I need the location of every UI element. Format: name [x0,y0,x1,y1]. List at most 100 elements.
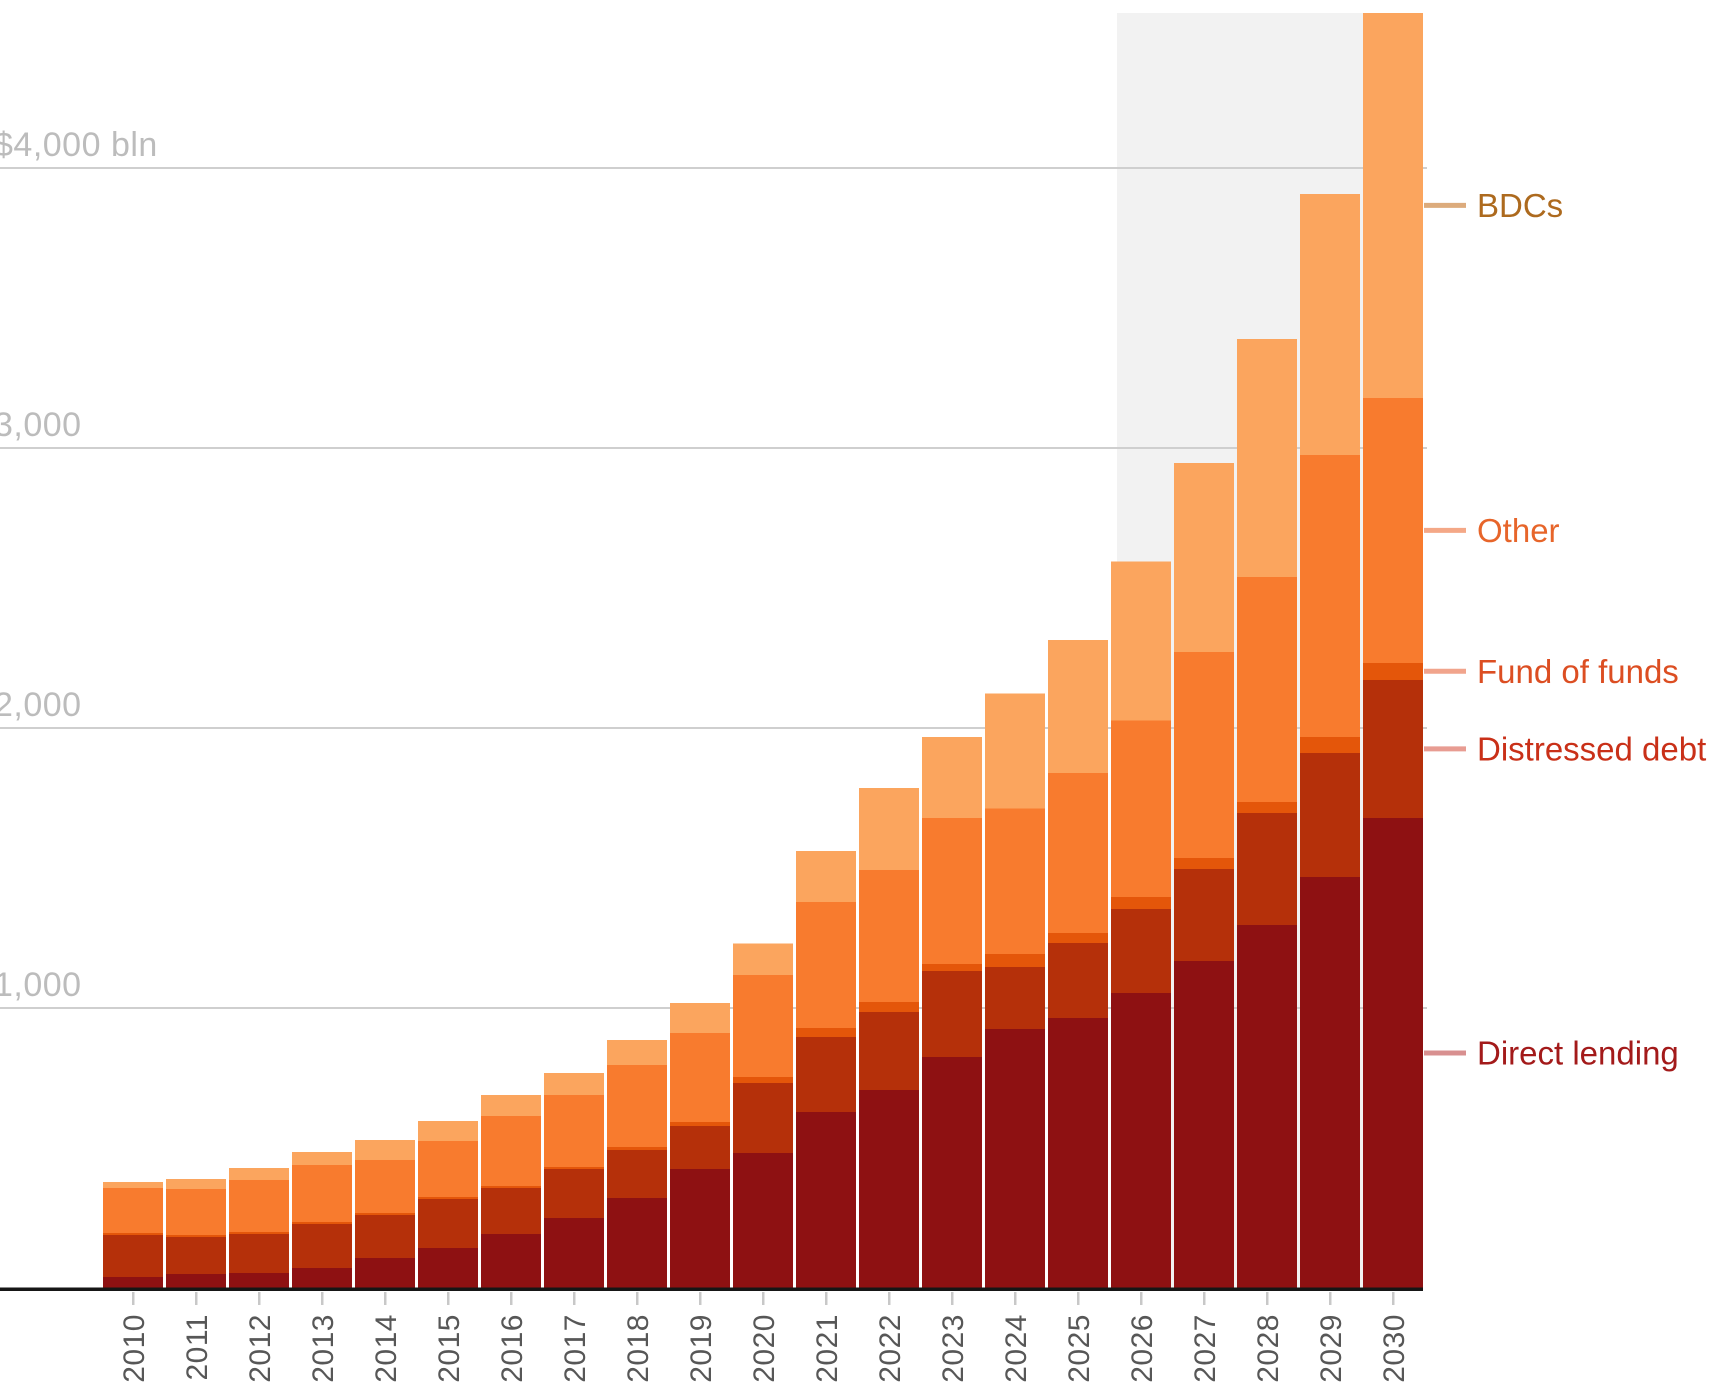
legend-label-fund-of-funds: Fund of funds [1477,653,1679,690]
bar-segment-2024-distressed-debt [985,967,1045,1029]
bar-segment-2019-distressed-debt [670,1125,730,1169]
bar-segment-2025-bdcs [1048,640,1108,774]
bar-segment-2014-direct-lending [355,1258,415,1288]
x-axis-label-2029: 2029 [1315,1314,1348,1383]
bar-segment-2024-fund-of-funds [985,954,1045,968]
bar-segment-2018-other [607,1065,667,1148]
bar-segment-2026-bdcs [1111,561,1171,721]
bar-segment-2014-distressed-debt [355,1214,415,1259]
x-axis-label-2023: 2023 [937,1314,970,1383]
bar-segment-2029-direct-lending [1300,876,1360,1288]
bar-segment-2012-distressed-debt [229,1233,289,1273]
bar-segment-2015-direct-lending [418,1247,478,1288]
bar-segment-2018-distressed-debt [607,1150,667,1199]
bar-segment-2027-direct-lending [1174,960,1234,1288]
bar-segment-2012-other [229,1179,289,1232]
bar-segment-2018-bdcs [607,1040,667,1066]
bar-segment-2010-other [103,1188,163,1234]
bar-segment-2030-bdcs [1363,12,1423,398]
bar-segment-2030-fund-of-funds [1363,662,1423,680]
x-axis-label-2015: 2015 [433,1314,466,1383]
bar-segment-2013-distressed-debt [292,1224,352,1269]
bar-segment-2026-fund-of-funds [1111,896,1171,909]
bar-segment-2011-other [166,1189,226,1236]
bar-segment-2026-distressed-debt [1111,908,1171,993]
x-axis-label-2022: 2022 [874,1314,907,1383]
bar-segment-2017-bdcs [544,1072,604,1096]
bar-segment-2029-distressed-debt [1300,752,1360,877]
bar-segment-2021-bdcs [796,850,856,902]
x-axis-label-2016: 2016 [496,1314,529,1383]
bar-segment-2022-other [859,869,919,1002]
bar-segment-2027-distressed-debt [1174,868,1234,961]
bar-segment-2030-direct-lending [1363,817,1423,1288]
bar-segment-2016-distressed-debt [481,1188,541,1234]
bar-segment-2029-bdcs [1300,194,1360,456]
bar-segment-2023-other [922,818,982,965]
bar-segment-2015-fund-of-funds [418,1197,478,1199]
bar-segment-2024-direct-lending [985,1029,1045,1288]
bar-segment-2017-fund-of-funds [544,1167,604,1169]
legend-label-other: Other [1477,512,1560,549]
bar-segment-2020-direct-lending [733,1153,793,1288]
x-axis-label-2017: 2017 [559,1314,592,1383]
bar-segment-2015-other [418,1141,478,1197]
legend-label-distressed-debt: Distressed debt [1477,730,1706,767]
x-axis-label-2018: 2018 [622,1314,655,1383]
bar-segment-2025-fund-of-funds [1048,932,1108,944]
bar-segment-2019-bdcs [670,1002,730,1033]
bar-segment-2021-fund-of-funds [796,1027,856,1037]
bar-segment-2013-direct-lending [292,1268,352,1288]
bar-segment-2023-distressed-debt [922,971,982,1057]
bar-segment-2011-fund-of-funds [166,1235,226,1238]
x-axis-label-2012: 2012 [244,1314,277,1383]
bar-segment-2026-direct-lending [1111,992,1171,1288]
bar-segment-2016-fund-of-funds [481,1186,541,1189]
bar-segment-2020-bdcs [733,943,793,976]
bar-segment-2029-fund-of-funds [1300,736,1360,753]
bar-segment-2028-bdcs [1237,339,1297,578]
bar-segment-2021-distressed-debt [796,1036,856,1112]
bar-segment-2013-bdcs [292,1152,352,1166]
bar-segment-2010-direct-lending [103,1277,163,1288]
bar-segment-2027-fund-of-funds [1174,857,1234,869]
x-axis-label-2028: 2028 [1252,1314,1285,1383]
bar-segment-2017-direct-lending [544,1218,604,1288]
bar-segment-2016-other [481,1116,541,1187]
x-axis-label-2027: 2027 [1189,1314,1222,1383]
bar-segment-2019-direct-lending [670,1169,730,1288]
bar-segment-2027-bdcs [1174,462,1234,652]
bar-segment-2023-direct-lending [922,1057,982,1288]
bar-segment-2024-other [985,808,1045,955]
x-axis-label-2013: 2013 [307,1314,340,1383]
x-axis-label-2019: 2019 [685,1314,718,1383]
bar-segment-2010-fund-of-funds [103,1233,163,1236]
bar-segment-2020-distressed-debt [733,1083,793,1154]
bar-segment-2018-direct-lending [607,1198,667,1288]
bar-segment-2019-fund-of-funds [670,1121,730,1126]
bar-segment-2017-distressed-debt [544,1169,604,1218]
x-axis-label-2026: 2026 [1126,1314,1159,1383]
bar-segment-2022-direct-lending [859,1090,919,1288]
x-axis-label-2021: 2021 [811,1314,844,1383]
y-axis-label-3000: 3,000 [0,406,82,444]
bar-segment-2025-other [1048,773,1108,933]
bar-segment-2020-fund-of-funds [733,1077,793,1084]
bar-segment-2022-fund-of-funds [859,1001,919,1012]
legend-label-bdcs: BDCs [1477,187,1563,224]
bar-segment-2024-bdcs [985,693,1045,809]
bar-segment-2010-bdcs [103,1182,163,1189]
bar-segment-2022-distressed-debt [859,1011,919,1091]
bar-segment-2026-other [1111,720,1171,897]
bar-segment-2028-distressed-debt [1237,813,1297,926]
bar-segment-2011-bdcs [166,1179,226,1190]
bar-segment-2015-bdcs [418,1121,478,1141]
y-axis-label-4000: $4,000 bln [0,126,158,164]
bar-segment-2018-fund-of-funds [607,1147,667,1151]
bar-segment-2028-fund-of-funds [1237,802,1297,814]
x-axis-label-2011: 2011 [181,1314,214,1381]
bar-segment-2016-bdcs [481,1095,541,1117]
bar-segment-2028-direct-lending [1237,925,1297,1288]
